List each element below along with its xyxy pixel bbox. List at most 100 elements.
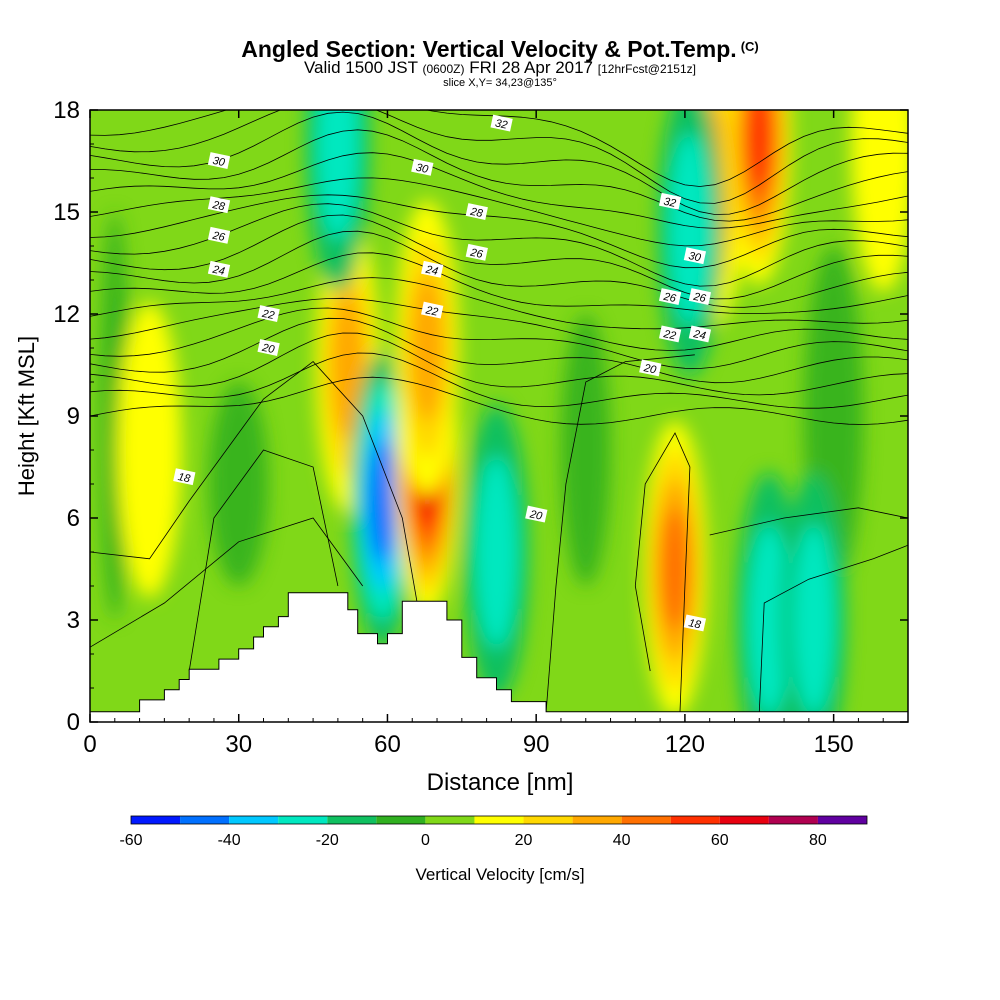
velocity-cell (851, 110, 908, 292)
contour-label-bg (688, 288, 712, 305)
theta-contour-line (90, 352, 908, 409)
valid-prefix: Valid 1500 JST (303, 58, 418, 77)
colorbar: -60 -40 -20 0 20 40 60 80 (119, 815, 868, 849)
contour-label-bg (658, 325, 682, 343)
colorbar-tick-label: 0 (421, 832, 430, 849)
velocity-cell (330, 291, 365, 439)
forecast-run: [12hrFcst@2151z] (597, 62, 696, 76)
contour-label-text: 24 (424, 263, 439, 277)
theta-contour-line (90, 177, 908, 247)
colorbar-frame (130, 815, 868, 825)
contour-label-bg (658, 288, 682, 305)
contour-labels: 32 30 30 32 28 28 26 26 30 24 24 26 26 22 22 22 24 20 20 18… (173, 114, 712, 632)
y-tick-label: 15 (53, 199, 80, 226)
contour-label-bg (465, 243, 488, 261)
theta-contour-line (90, 152, 908, 229)
contour-label-bg (411, 158, 434, 176)
y-axis-label: Height [Kft MSL] (14, 336, 39, 496)
colorbar-segment (572, 816, 622, 824)
contour-label: 26 (688, 288, 712, 305)
colorbar-segment (523, 816, 573, 824)
contour-label: 32 (658, 192, 682, 210)
contour-label-text: 26 (662, 291, 678, 306)
weak-downdraft-band (560, 314, 611, 586)
contour-label: 26 (465, 243, 488, 261)
contour-label-text: 30 (415, 162, 430, 176)
contour-label: 24 (207, 260, 231, 278)
y-tick-label: 12 (53, 301, 80, 328)
colorbar-segment (474, 816, 524, 824)
contour-label-text: 20 (642, 362, 658, 377)
contour-label: 20 (257, 339, 280, 357)
theta-contour-line (90, 332, 908, 396)
contour-label: 28 (207, 196, 231, 214)
velocity-cell (668, 133, 712, 325)
contour-label: 30 (207, 152, 231, 169)
theta-contour-line (545, 354, 695, 712)
contour-label-text: 22 (662, 328, 677, 342)
theta-contour-line (90, 129, 908, 222)
contour-label-text: 30 (211, 155, 226, 169)
terrain-profile (89, 592, 909, 723)
x-tick-label: 0 (83, 731, 96, 758)
y-tick-label: 6 (67, 505, 80, 532)
colorbar-segment (229, 816, 279, 824)
theta-contour-line (90, 110, 908, 204)
contour-label-text: 22 (260, 308, 275, 322)
contour-label-bg (207, 226, 231, 244)
velocity-cell (117, 302, 182, 598)
theta-contour-line (90, 307, 908, 369)
y-tick-label: 3 (67, 607, 80, 634)
contour-label-bg (257, 339, 280, 356)
colorbar-segment (670, 816, 720, 824)
contour-label: 30 (411, 158, 434, 176)
contour-label-text: 28 (468, 206, 484, 221)
theta-contour-line (634, 432, 691, 712)
contour-label-bg (173, 468, 196, 486)
contour-label-bg (525, 505, 548, 523)
velocity-cell (792, 524, 836, 716)
contour-label: 18 (173, 468, 196, 486)
contour-label-text: 24 (210, 263, 225, 277)
contour-label: 22 (421, 301, 444, 319)
contour-label-text: 26 (468, 246, 484, 261)
theta-contour-line (90, 297, 908, 351)
colorbar-label: Vertical Velocity [cm/s] (415, 865, 584, 884)
colorbar-tick-label: 40 (613, 832, 631, 849)
x-tick-label: 120 (665, 731, 705, 758)
y-tick-label: 9 (67, 403, 80, 430)
colorbar-segment (817, 816, 867, 824)
contour-label: 24 (688, 325, 712, 343)
colorbar-tick-label: -20 (316, 832, 339, 849)
theta-contour-line (90, 230, 908, 308)
contour-label-bg (490, 114, 513, 132)
colorbar-segment (131, 816, 181, 824)
contour-label: 24 (421, 260, 444, 278)
copyright-mark: (C) (740, 39, 759, 54)
contour-label-text: 32 (494, 117, 508, 131)
contour-label-bg (421, 260, 444, 278)
theta-contour-line (90, 517, 364, 648)
x-axis-label: Distance [nm] (427, 769, 574, 796)
contour-label-text: 24 (691, 328, 706, 342)
contour-label-text: 28 (210, 199, 226, 214)
contour-label-bg (683, 247, 707, 265)
contour-label: 22 (257, 305, 280, 322)
contour-label-bg (688, 325, 712, 343)
contour-label-bg (207, 196, 231, 214)
contour-label-bg (207, 152, 231, 169)
contour-label-text: 20 (260, 342, 276, 357)
colorbar-segment (278, 816, 328, 824)
colorbar-segment (376, 816, 426, 824)
colorbar-segment (425, 816, 475, 824)
theta-contour-line (90, 317, 908, 384)
contour-label: 22 (658, 325, 682, 343)
velocity-cell (474, 456, 519, 648)
x-tick-label: 30 (225, 731, 252, 758)
colorbar-segment (621, 816, 671, 824)
theta-contour-line (90, 376, 908, 425)
colorbar-tick-label: 20 (515, 832, 533, 849)
contour-label-text: 20 (528, 508, 544, 523)
chart-title: Angled Section: Vertical Velocity & Pot.… (241, 36, 759, 62)
